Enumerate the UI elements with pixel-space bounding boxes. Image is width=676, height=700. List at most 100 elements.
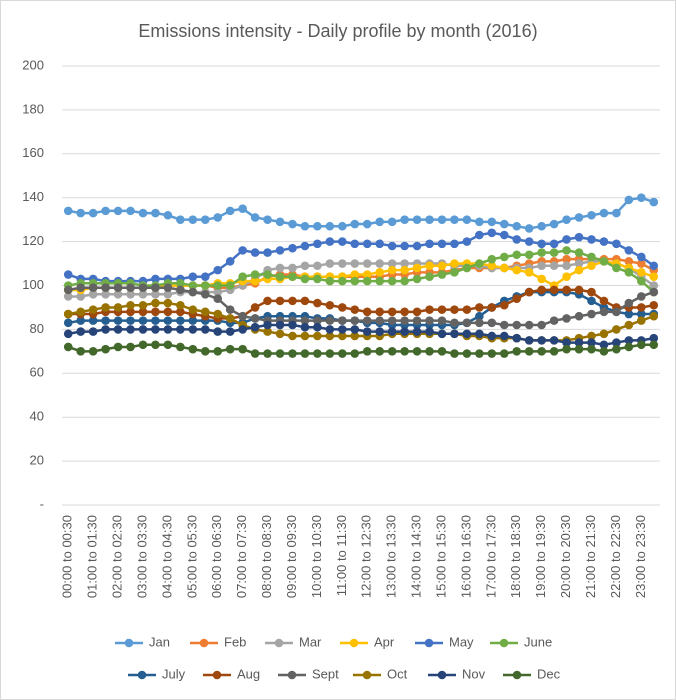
point [238,344,247,354]
point [200,325,210,334]
point [250,349,260,358]
point [362,219,372,229]
point [637,276,646,286]
point [176,285,185,295]
point [637,292,646,301]
point [412,307,422,317]
point [325,349,335,358]
point [387,217,397,227]
point [163,283,173,292]
legend-label: Oct [387,666,408,681]
point [637,268,646,277]
point [126,316,135,325]
point [250,270,260,279]
point [362,270,372,279]
x-tick-label: 20:00 to 20:30 [558,515,573,598]
point [300,296,310,306]
point [88,289,98,299]
point [176,316,185,325]
y-tick-label: 160 [22,145,44,160]
point [475,217,484,227]
point [126,289,135,299]
point [313,274,322,284]
point [624,298,634,308]
point [200,272,210,282]
point [412,327,422,336]
point [400,215,409,224]
point [76,292,85,301]
point [599,257,609,266]
x-tick-label: 00:00 to 00:30 [60,515,75,598]
point [350,239,360,249]
y-tick-label: 60 [30,365,44,380]
point [637,316,646,325]
point [499,320,509,330]
point [524,237,534,246]
point [200,215,210,224]
point [387,265,397,275]
point [462,305,472,314]
point [151,208,160,218]
point [462,329,472,339]
point [562,254,571,264]
point [325,325,335,334]
point [163,298,173,308]
point [387,307,397,317]
point [549,261,559,271]
legend-label: Mar [299,634,322,649]
point [450,259,459,268]
point [63,270,73,279]
x-tick-label: 06:00 to 06:30 [209,515,224,598]
point [213,347,223,356]
point [350,349,360,358]
point [225,257,235,266]
point [524,287,534,297]
point [338,259,347,268]
point [387,316,397,325]
point [101,325,110,334]
point [400,307,409,317]
point [213,294,223,303]
point [587,261,596,271]
point [338,325,347,334]
point [288,331,297,341]
point [437,316,447,325]
legend-marker [137,670,147,680]
point [250,248,260,257]
point [313,239,322,249]
point [300,316,310,325]
point [475,230,484,240]
point [263,215,272,224]
point [537,221,546,231]
point [412,347,422,356]
point [574,259,584,268]
point [612,344,621,354]
point [450,305,459,314]
point [163,316,173,325]
point [263,327,272,336]
point [487,303,497,312]
legend-label: Apr [374,634,395,649]
point [499,300,509,310]
point [350,276,360,286]
point [88,305,98,314]
point [375,327,384,336]
point [151,316,160,325]
point [624,309,634,319]
point [537,336,546,345]
point [574,311,584,321]
x-tick-label: 11:00 to 11:30 [334,515,349,596]
point [200,289,210,299]
point [225,281,235,290]
point [88,327,98,336]
point [549,347,559,356]
point [313,261,322,271]
point [587,338,596,347]
point [338,276,347,286]
legend-label: Feb [224,634,246,649]
point [562,246,571,255]
point [437,305,447,314]
point [213,265,223,275]
point [649,272,659,282]
x-tick-label: 12:00 to 12:30 [359,515,374,598]
